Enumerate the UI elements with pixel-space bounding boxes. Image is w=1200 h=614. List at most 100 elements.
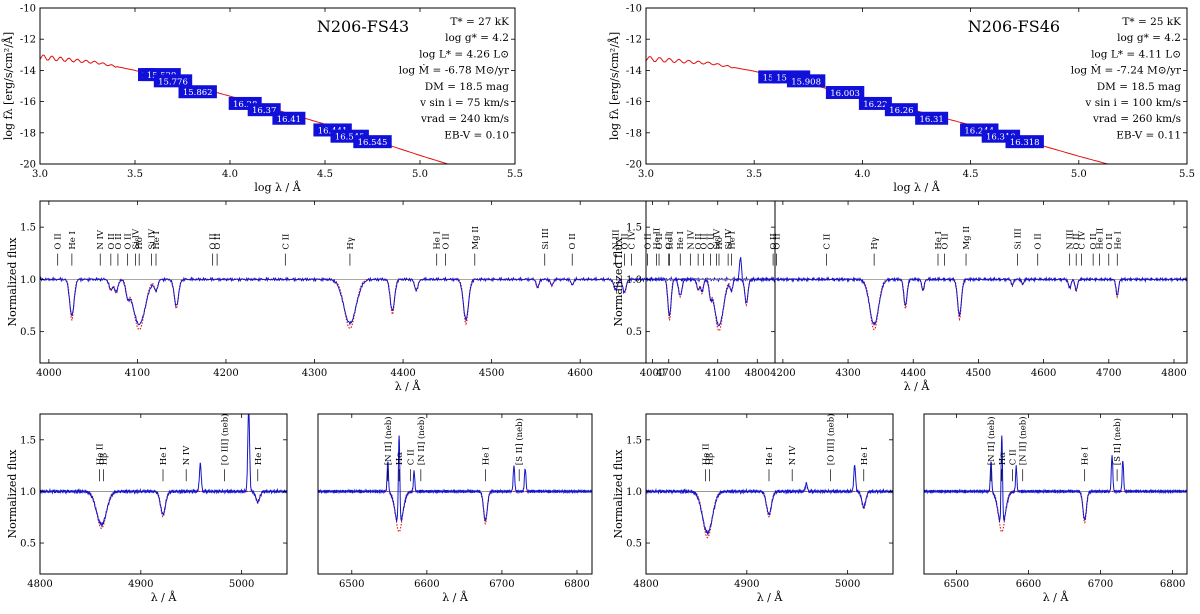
y-tick-label: 1.5 <box>626 435 642 446</box>
photometry-label: 16.319 <box>986 133 1016 143</box>
model-spectrum-line <box>924 490 1187 533</box>
plot-frame <box>923 413 1188 575</box>
photometry-box <box>178 85 217 99</box>
ident-label: Hδ <box>715 237 725 250</box>
y-tick-label: 1.5 <box>626 223 642 234</box>
plot-frame <box>39 7 516 165</box>
ident-label: Mg II <box>962 226 972 250</box>
stellar-parameter: vrad = 260 km/s <box>1092 113 1181 125</box>
photometry-box <box>353 135 392 149</box>
x-tick-label: 4.5 <box>963 169 979 180</box>
x-tick-label: 4400 <box>901 368 926 379</box>
observed-spectrum-line <box>924 435 1187 522</box>
y-axis-label: Normalized flux <box>612 449 625 539</box>
ident-label: O II <box>769 233 779 249</box>
ident-label: O II <box>694 233 704 249</box>
ident-label: O II <box>1072 233 1082 249</box>
sed-panel-0: 1415.52915.77615.86216.2816.3716.4116.44… <box>1 4 523 195</box>
x-tick-label: 4500 <box>966 368 991 379</box>
ident-label: O II <box>568 233 578 249</box>
photometry-label: 16.003 <box>830 89 860 99</box>
y-axis-label: log fλ [erg/s/cm²/Å] <box>1 32 15 140</box>
ident-label: O II <box>1089 233 1099 249</box>
x-tick-label: 4.0 <box>854 169 870 180</box>
stellar-parameter: EB-V = 0.10 <box>444 129 509 141</box>
y-tick-label: 0.5 <box>20 539 36 550</box>
x-tick-label: 4300 <box>835 368 860 379</box>
photometry-box <box>915 111 949 125</box>
sed-model-curve <box>646 56 1110 164</box>
ident-label: O II <box>1105 233 1115 249</box>
x-tick-label: 6500 <box>944 579 969 590</box>
spectrum-panel-2: 4000 4100 4200 4300 4400 4500 4600 4700 4800 0.5 1… <box>6 200 776 393</box>
ident-label: He II <box>701 443 711 465</box>
x-tick-label: 6800 <box>1160 579 1185 590</box>
x-axis-label: log λ / Å <box>254 180 301 194</box>
photometry-box <box>272 111 306 125</box>
ident-label: Si IV <box>724 228 734 250</box>
stellar-parameter: log Ṁ = -7.24 M⊙/yr <box>1071 63 1182 77</box>
y-tick-label: 1.0 <box>626 275 642 286</box>
model-spectrum-line <box>40 490 287 529</box>
plot-frame <box>39 200 776 364</box>
ident-label: Hδ <box>135 237 145 250</box>
ident-label: C IV <box>628 230 638 250</box>
photometry-box <box>786 74 826 88</box>
observed-spectrum-line <box>646 275 1187 327</box>
y-tick-label: -16 <box>20 97 36 108</box>
x-tick-label: 6700 <box>489 579 514 590</box>
x-axis-label: λ / Å <box>151 590 178 604</box>
stellar-parameter: vrad = 240 km/s <box>420 113 509 125</box>
ident-label: [N II] (neb) <box>986 416 997 465</box>
photometry-label: 15.862 <box>183 88 213 98</box>
ident-label: O II <box>707 233 717 249</box>
ident-label: He I <box>152 231 162 250</box>
ident-label: [S II] (neb) <box>514 418 525 465</box>
stellar-parameter: log Ṁ = -6.78 M⊙/yr <box>399 63 510 77</box>
stellar-parameter: DM = 18.5 mag <box>1097 81 1182 93</box>
photometry-label: 16.244 <box>964 126 994 136</box>
ident-label: O II <box>941 233 951 249</box>
x-axis-label: log λ / Å <box>893 180 940 194</box>
sed-panel-1: 15.15.76915.90816.00316.2216.2616.3116.2… <box>607 4 1195 195</box>
ident-label: He I <box>1113 231 1123 250</box>
x-axis-label: λ / Å <box>395 379 422 393</box>
y-tick-label: 1.0 <box>20 275 36 286</box>
ident-label: He II <box>652 228 662 250</box>
ident-label: He I <box>254 447 264 466</box>
x-tick-label: 6500 <box>339 579 364 590</box>
spectrum-panel-6: 4800 4900 5000 0.5 1.0 1.5 λ / Å Normalized flu… <box>612 413 894 604</box>
x-tick-label: 4900 <box>734 579 759 590</box>
y-tick-label: -18 <box>626 128 642 139</box>
x-tick-label: 5.0 <box>412 169 428 180</box>
y-tick-label: 1.5 <box>20 223 36 234</box>
x-tick-label: 4600 <box>1031 368 1056 379</box>
photometry-label: 15. <box>763 73 777 83</box>
ident-label: He I <box>765 447 775 466</box>
ident-label: O II <box>620 233 630 249</box>
ident-label: O II <box>1034 233 1044 249</box>
x-tick-label: 4300 <box>302 368 327 379</box>
plot-frame <box>645 413 894 575</box>
photometry-label: 16.31 <box>919 115 943 125</box>
photometry-box <box>1005 135 1044 149</box>
x-axis-label: λ / Å <box>904 379 931 393</box>
x-tick-label: 3.5 <box>127 169 143 180</box>
ident-label: Si III <box>541 228 551 249</box>
ident-label: [N II] (neb) <box>416 416 427 465</box>
x-tick-label: 3.0 <box>638 169 654 180</box>
y-tick-label: -18 <box>20 128 36 139</box>
ident-label: O II <box>213 233 223 249</box>
y-tick-label: -14 <box>626 66 642 77</box>
model-spectrum-line <box>40 278 775 331</box>
ident-label: O II <box>699 233 709 249</box>
ident-label: N III <box>612 229 622 249</box>
stellar-parameter: log g* = 4.2 <box>1117 32 1181 44</box>
ident-label: C II <box>281 234 291 250</box>
ident-label: Si IV <box>148 228 158 250</box>
ident-label: He I <box>433 231 443 250</box>
x-tick-label: 4400 <box>390 368 415 379</box>
ident-label: Hα <box>998 452 1008 465</box>
